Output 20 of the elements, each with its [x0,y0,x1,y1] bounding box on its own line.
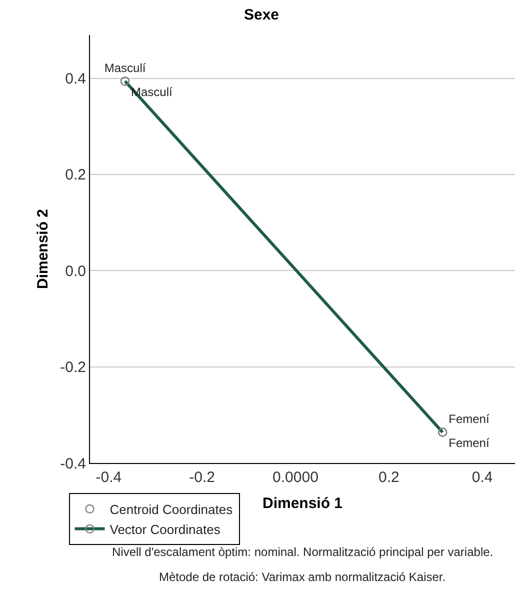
x-tick-label: 0.4 [472,469,493,486]
y-tick-label: 0.4 [65,70,86,88]
y-tick-label: 0.2 [65,166,86,184]
data-label: Masculí [104,61,146,76]
legend-label: Vector Coordinates [110,522,221,537]
y-tick-label: -0.4 [60,455,86,472]
y-tick-label: 0.0 [65,262,86,280]
x-axis-title: Dimensió 1 [262,495,343,512]
y-tick-label: -0.2 [60,359,86,376]
legend-label: Centroid Coordinates [110,502,234,517]
x-tick-label: 0.0000 [272,469,318,486]
x-tick-label: 0.2 [378,469,400,486]
y-axis-title: Dimensió 2 [34,208,52,290]
chart-title: Sexe [244,6,280,24]
x-tick-label: -0.2 [189,469,216,486]
x-tick-label: -0.4 [96,469,122,486]
text: Mètode de rotació: Varimax amb normalització Kaiser. [159,570,446,584]
text: Nivell d'escalament òptim: nominal. Normalització principal per variable. [112,545,494,559]
data-label: Femení [448,412,490,426]
data-label: Femení [448,436,490,450]
